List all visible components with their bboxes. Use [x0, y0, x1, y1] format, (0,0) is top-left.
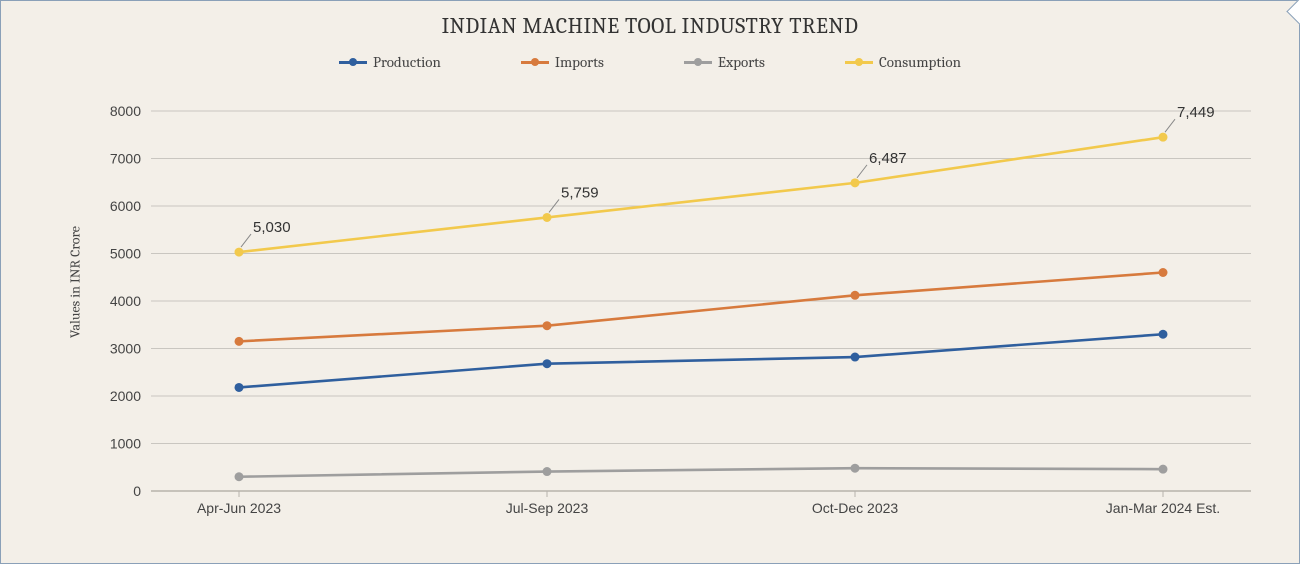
- series-line-consumption: [239, 137, 1163, 252]
- legend-label: Consumption: [879, 53, 961, 71]
- legend-label: Production: [373, 53, 441, 71]
- svg-text:Jul-Sep 2023: Jul-Sep 2023: [506, 500, 589, 516]
- series-marker: [1159, 330, 1168, 339]
- legend-item-exports: Exports: [684, 53, 765, 71]
- svg-text:3000: 3000: [110, 341, 141, 357]
- svg-text:7000: 7000: [110, 151, 141, 167]
- legend-label: Exports: [718, 53, 765, 71]
- legend-item-imports: Imports: [521, 53, 604, 71]
- data-label: 6,487: [869, 150, 907, 167]
- svg-text:Oct-Dec 2023: Oct-Dec 2023: [812, 500, 899, 516]
- series-marker: [851, 178, 860, 187]
- series-marker: [235, 337, 244, 346]
- chart-title: INDIAN MACHINE TOOL INDUSTRY TREND: [1, 13, 1299, 39]
- data-label: 5,759: [561, 184, 599, 201]
- svg-text:2000: 2000: [110, 388, 141, 404]
- svg-text:4000: 4000: [110, 293, 141, 309]
- series-marker: [1159, 133, 1168, 142]
- legend-item-production: Production: [339, 53, 441, 71]
- series-marker: [851, 353, 860, 362]
- svg-text:5000: 5000: [110, 246, 141, 262]
- svg-text:8000: 8000: [110, 103, 141, 119]
- chart-frame: INDIAN MACHINE TOOL INDUSTRY TREND Produ…: [0, 0, 1300, 564]
- svg-text:6000: 6000: [110, 198, 141, 214]
- series-marker: [543, 359, 552, 368]
- legend-item-consumption: Consumption: [845, 53, 961, 71]
- series-marker: [543, 467, 552, 476]
- series-line-exports: [239, 468, 1163, 477]
- series-marker: [543, 213, 552, 222]
- series-marker: [1159, 268, 1168, 277]
- data-label: 5,030: [253, 219, 291, 236]
- series-marker: [235, 383, 244, 392]
- legend-label: Imports: [555, 53, 604, 71]
- line-chart-svg: 0 1000 2000 3000 4000 5000 6000 7000 8000 Apr-Jun…: [71, 101, 1271, 531]
- series-marker: [1159, 465, 1168, 474]
- series-marker: [851, 464, 860, 473]
- svg-text:Jan-Mar 2024 Est.: Jan-Mar 2024 Est.: [1106, 500, 1220, 516]
- series-marker: [235, 248, 244, 257]
- plot-area: 0 1000 2000 3000 4000 5000 6000 7000 8000 Apr-Jun…: [71, 101, 1271, 531]
- series-marker: [235, 472, 244, 481]
- series-line-production: [239, 334, 1163, 387]
- series-marker: [543, 321, 552, 330]
- svg-text:Apr-Jun 2023: Apr-Jun 2023: [197, 500, 281, 516]
- svg-text:1000: 1000: [110, 436, 141, 452]
- legend: Production Imports Exports Consumption: [1, 53, 1299, 71]
- data-label: 7,449: [1177, 104, 1215, 121]
- series-marker: [851, 291, 860, 300]
- series-line-imports: [239, 273, 1163, 342]
- svg-text:0: 0: [133, 483, 141, 499]
